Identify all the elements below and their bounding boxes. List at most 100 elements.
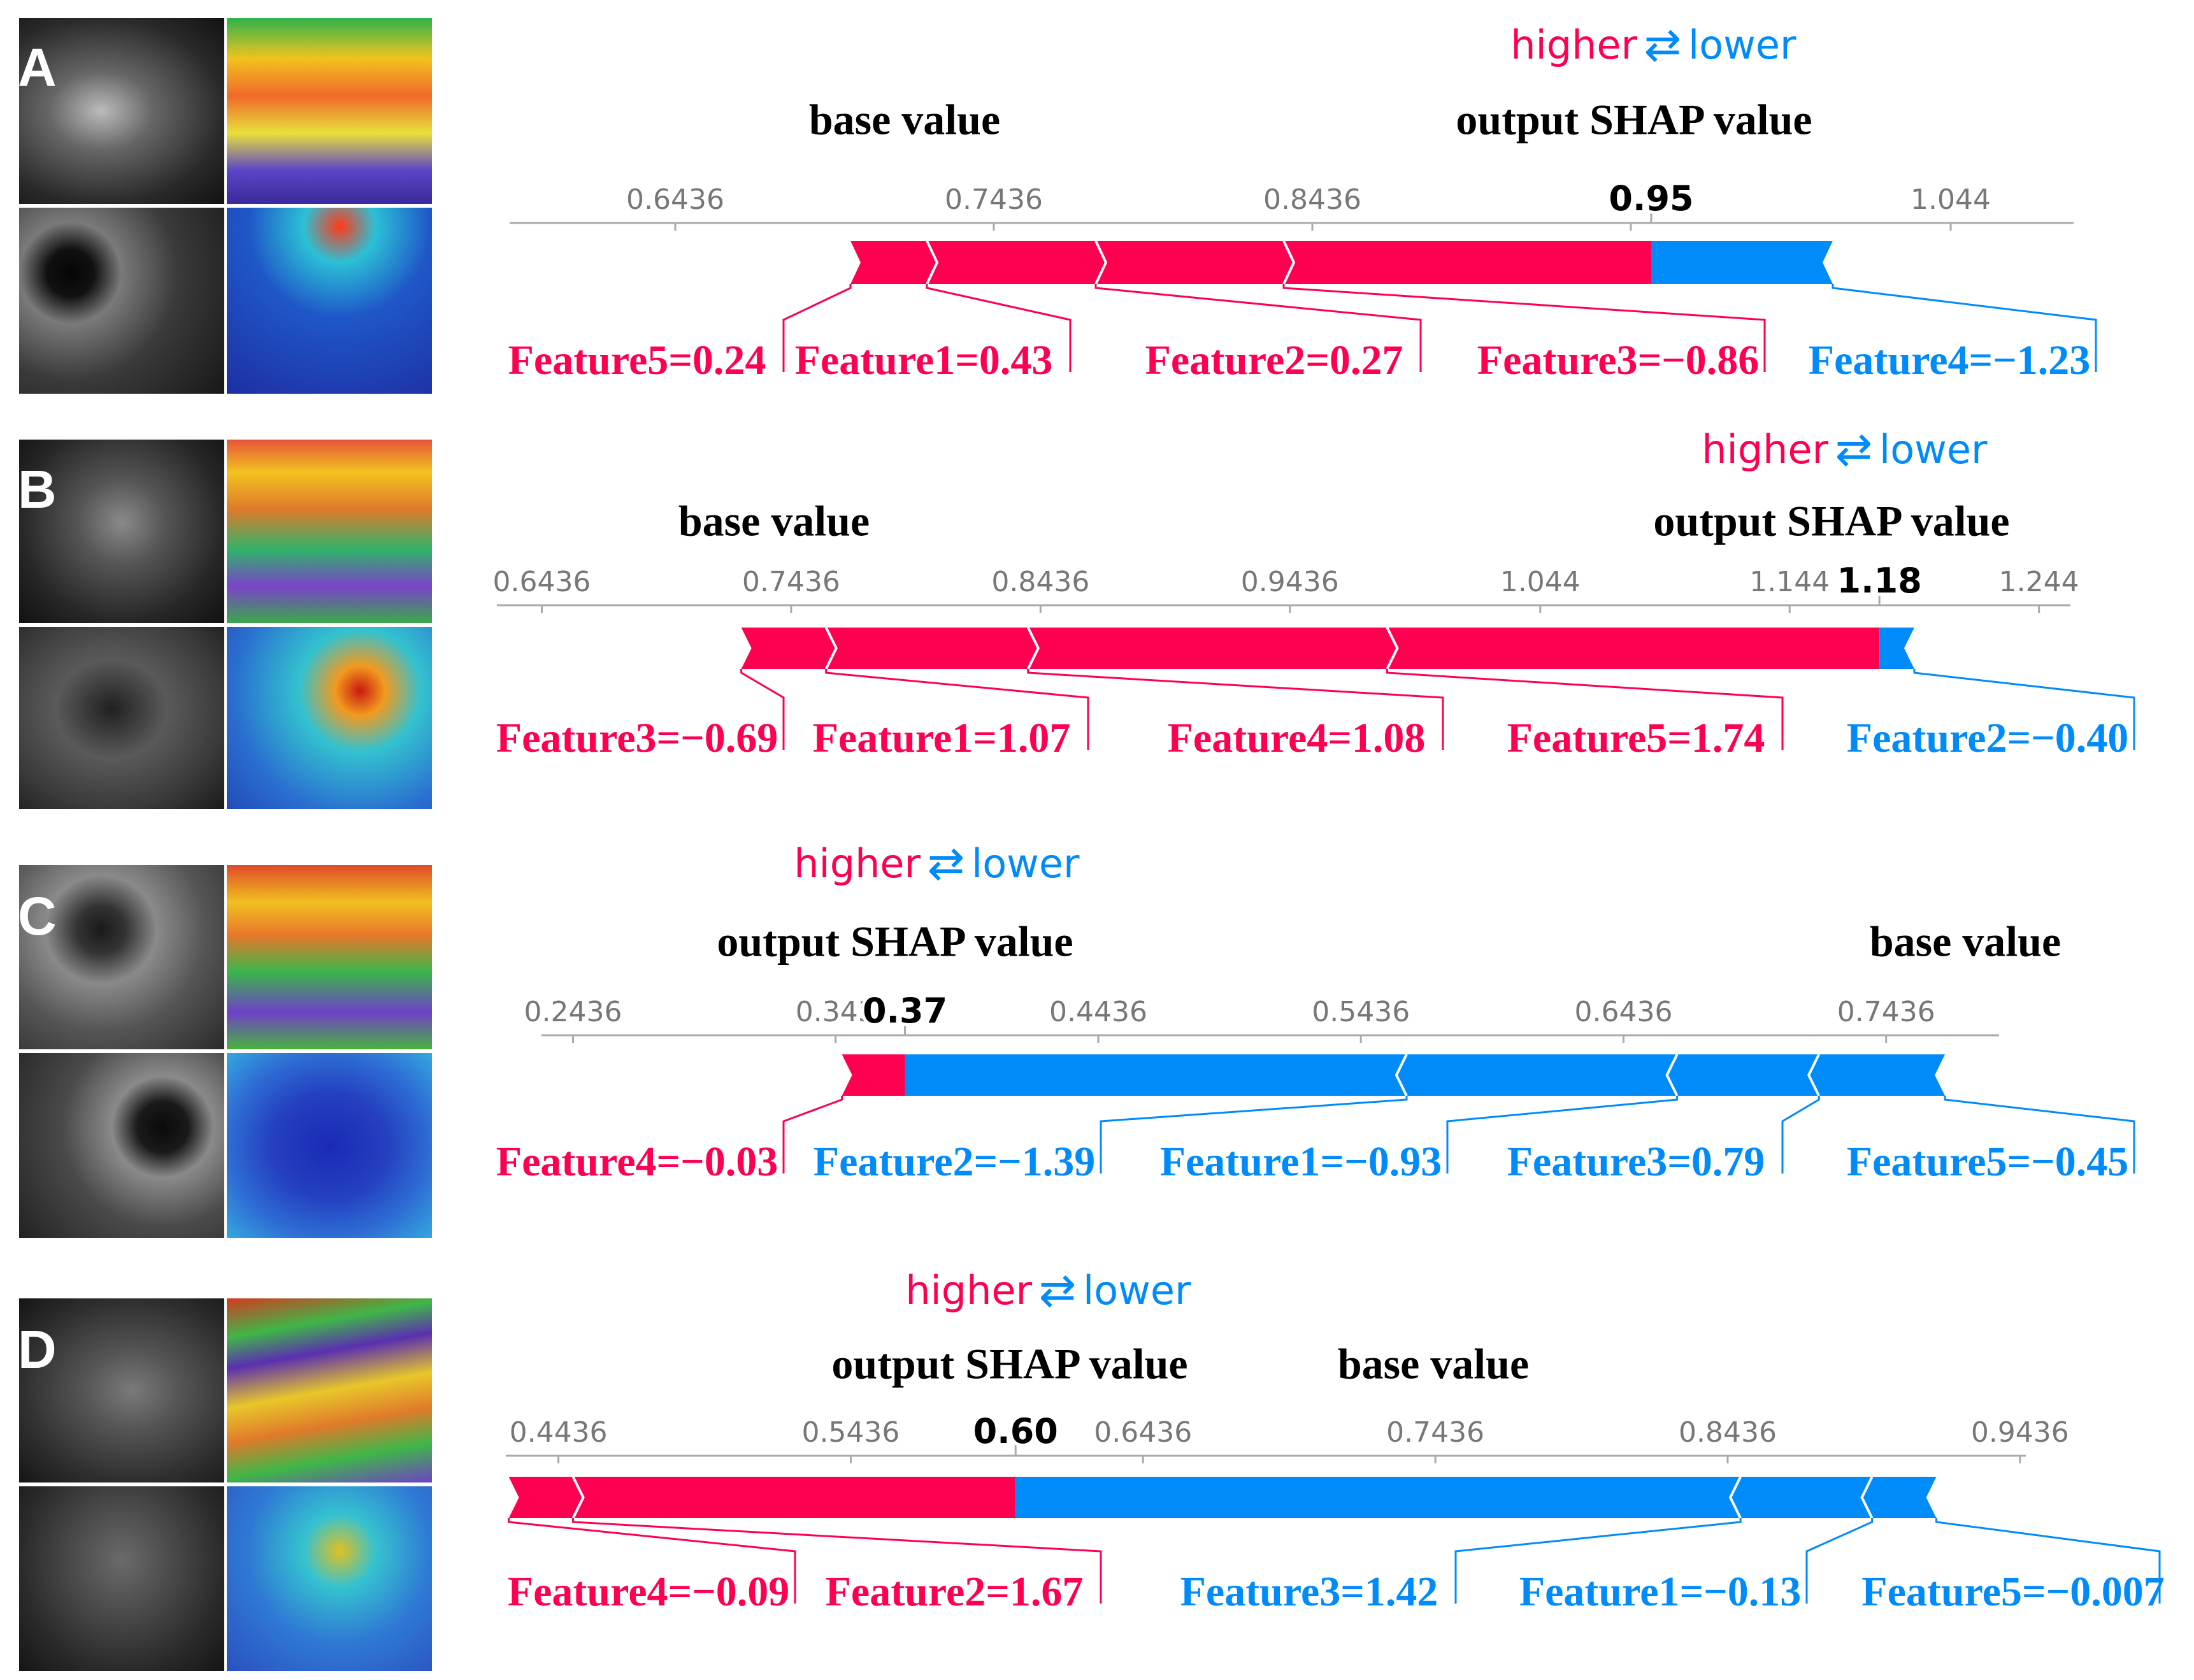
feature-label-feature4: Feature4=1.08 bbox=[1168, 715, 1426, 761]
ultrasound-grayscale-bottom bbox=[19, 627, 224, 809]
panel-c: C higher ⇄ lower base value output SHAP valu… bbox=[0, 837, 2194, 1249]
force-bar-feature1 bbox=[826, 628, 1038, 669]
legend-arrow-icon: ⇄ bbox=[928, 837, 965, 889]
heatmap-bottom bbox=[227, 627, 432, 809]
heatmap-top bbox=[227, 440, 432, 623]
heatmap-bottom bbox=[227, 208, 432, 394]
feature-label-feature5: Feature5=0.24 bbox=[508, 337, 766, 384]
x-tick-label: 1.044 bbox=[1911, 183, 1991, 216]
x-tick-label: 0.6436 bbox=[1574, 996, 1672, 1028]
feature-connector bbox=[1094, 284, 1422, 372]
force-bar-feature2 bbox=[905, 1054, 1407, 1096]
x-tick-label: 0.6436 bbox=[492, 566, 591, 598]
feature-label-feature4: Feature4=−1.23 bbox=[1809, 337, 2090, 384]
base-value-label: base value bbox=[1870, 917, 2061, 966]
legend-lower: lower bbox=[1083, 1267, 1191, 1314]
x-tick-label: 0.4436 bbox=[510, 1416, 608, 1449]
ultrasound-images bbox=[19, 865, 432, 1238]
output-value-text: 0.37 bbox=[863, 991, 947, 1031]
base-value-label: base value bbox=[1338, 1340, 1529, 1388]
force-bar-feature3 bbox=[1667, 1054, 1819, 1096]
feature-label-feature5: Feature5=1.74 bbox=[1507, 715, 1765, 761]
legend-higher: higher bbox=[905, 1267, 1032, 1314]
feature-label-feature3: Feature3=−0.86 bbox=[1477, 337, 1759, 384]
x-tick-label: 0.8436 bbox=[991, 566, 1089, 598]
feature-connector bbox=[1386, 669, 1784, 750]
feature-label-feature3: Feature3=−0.69 bbox=[496, 715, 778, 761]
force-bar-feature5 bbox=[850, 241, 937, 284]
feature-connector bbox=[1446, 1096, 1679, 1174]
force-bar-feature4 bbox=[508, 1477, 584, 1518]
output-value-text: 0.95 bbox=[1609, 178, 1693, 219]
legend-lower: lower bbox=[1879, 426, 1988, 473]
x-tick-label: 0.5436 bbox=[1312, 996, 1410, 1028]
force-bar-feature2 bbox=[1879, 628, 1914, 669]
segment-separator bbox=[1026, 627, 1040, 670]
force-bar-feature2 bbox=[573, 1477, 1016, 1518]
heatmap-top bbox=[227, 18, 432, 204]
legend-higher: higher bbox=[794, 840, 921, 887]
feature-connector bbox=[740, 669, 785, 750]
feature-connector bbox=[926, 284, 1072, 372]
feature-label-feature4: Feature4=−0.09 bbox=[508, 1569, 789, 1615]
output-value-label: output SHAP value bbox=[1653, 497, 2009, 545]
segment-separator bbox=[1860, 1476, 1874, 1519]
force-bar-feature1 bbox=[927, 241, 1106, 284]
force-bar-feature5 bbox=[1861, 1477, 1937, 1518]
feature-connector bbox=[1832, 284, 2097, 372]
segment-separator bbox=[1386, 627, 1399, 670]
shap-force-plot: higher⇄lower base value output SHAP value 0… bbox=[492, 423, 2135, 761]
segment-separator bbox=[926, 240, 939, 285]
legend-higher: higher bbox=[1702, 426, 1828, 473]
x-tick-label: 0.2436 bbox=[524, 996, 622, 1028]
heatmap-top bbox=[227, 865, 432, 1049]
output-value-label: output SHAP value bbox=[831, 1340, 1187, 1388]
shap-force-plot: higher⇄lower base value output SHAP value 0… bbox=[496, 837, 2135, 1185]
x-tick-label: 0.8436 bbox=[1263, 183, 1361, 216]
x-tick-label: 0.6436 bbox=[626, 183, 724, 216]
x-tick-label: 0.8436 bbox=[1679, 1416, 1777, 1449]
force-bar-feature4 bbox=[1028, 628, 1398, 669]
feature-label-feature3: Feature3=1.42 bbox=[1180, 1569, 1438, 1615]
x-tick-label: 0.7436 bbox=[1386, 1416, 1484, 1449]
legend-arrow-icon: ⇄ bbox=[1644, 18, 1682, 71]
base-value-label: base value bbox=[809, 96, 1000, 144]
x-tick-label: 1.144 bbox=[1749, 566, 1830, 598]
force-bar-feature2 bbox=[1096, 241, 1294, 284]
feature-connector bbox=[1100, 1096, 1408, 1174]
feature-label-feature2: Feature2=0.27 bbox=[1145, 337, 1403, 384]
feature-connector bbox=[1282, 284, 1766, 372]
base-value-label: base value bbox=[678, 497, 870, 545]
feature-connector bbox=[572, 1518, 1102, 1604]
x-tick-label: 1.244 bbox=[1999, 566, 2079, 598]
feature-label-feature4: Feature4=−0.03 bbox=[496, 1138, 778, 1185]
x-tick-label: 0.9436 bbox=[1241, 566, 1339, 598]
shap-force-plot: higher⇄lower base value output SHAP value 0… bbox=[506, 1264, 2165, 1615]
feature-label-feature1: Feature1=1.07 bbox=[813, 715, 1071, 761]
output-value-text: 1.18 bbox=[1837, 561, 1922, 601]
feature-label-feature5: Feature5=−0.45 bbox=[1847, 1138, 2128, 1185]
feature-connector bbox=[1935, 1518, 2161, 1604]
force-bar-feature1 bbox=[1730, 1477, 1872, 1518]
ultrasound-grayscale-top bbox=[19, 1298, 224, 1483]
force-bar-feature3 bbox=[1284, 241, 1651, 284]
feature-connector bbox=[782, 284, 852, 372]
segment-separator bbox=[1728, 1476, 1742, 1519]
segment-separator bbox=[1094, 240, 1108, 285]
x-tick-label: 0.6436 bbox=[1094, 1416, 1192, 1449]
ultrasound-grayscale-bottom bbox=[19, 1486, 224, 1671]
legend-arrow-icon: ⇄ bbox=[1039, 1264, 1077, 1316]
feature-connector bbox=[782, 1096, 843, 1174]
feature-label-feature5: Feature5=−0.007 bbox=[1861, 1569, 2164, 1615]
segment-separator bbox=[1282, 240, 1296, 285]
feature-label-feature1: Feature1=−0.93 bbox=[1160, 1138, 1442, 1185]
feature-connector bbox=[1454, 1518, 1742, 1604]
feature-connector bbox=[1805, 1518, 1874, 1604]
segment-separator bbox=[571, 1476, 585, 1519]
legend-arrow-icon: ⇄ bbox=[1835, 423, 1873, 475]
panel-d: D higher ⇄ lower base value output SHAP valu… bbox=[0, 1264, 2194, 1680]
force-bar-feature1 bbox=[1396, 1054, 1677, 1096]
feature-connector bbox=[1027, 669, 1444, 750]
force-bar-feature5 bbox=[1387, 628, 1880, 669]
x-tick-label: 1.044 bbox=[1500, 566, 1581, 598]
